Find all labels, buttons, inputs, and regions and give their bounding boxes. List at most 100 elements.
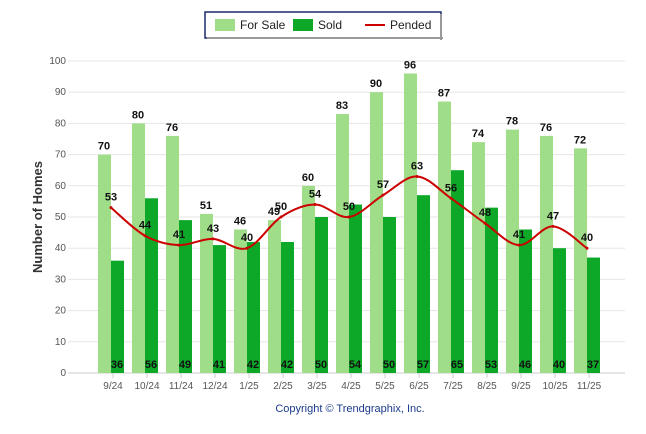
pended-point <box>313 203 317 207</box>
bar-for-sale <box>302 185 315 373</box>
sold-label: 40 <box>553 359 565 371</box>
for-sale-label: 87 <box>438 88 450 100</box>
pended-point <box>415 174 419 178</box>
bar-sold <box>179 220 192 373</box>
for-sale-label: 72 <box>574 134 586 146</box>
bar-for-sale <box>268 220 281 373</box>
bar-for-sale <box>200 213 213 373</box>
pended-label: 43 <box>207 223 219 235</box>
sold-label: 49 <box>179 359 191 371</box>
y-tick-label: 70 <box>55 150 67 161</box>
pended-point <box>551 224 555 228</box>
sold-label: 42 <box>281 359 293 371</box>
y-tick-label: 10 <box>55 337 67 348</box>
y-tick-label: 40 <box>55 243 67 254</box>
pended-label: 57 <box>377 179 389 191</box>
pended-label: 48 <box>479 207 491 219</box>
legend-swatch-icon <box>215 19 235 31</box>
bar-for-sale <box>404 73 417 373</box>
bar-sold <box>417 195 430 373</box>
pended-label: 41 <box>513 229 525 241</box>
bar-for-sale <box>234 229 247 373</box>
y-tick-label: 80 <box>55 118 67 129</box>
bar-for-sale <box>540 135 553 373</box>
for-sale-label: 83 <box>336 100 348 112</box>
sold-label: 42 <box>247 359 259 371</box>
y-axis-label: Number of Homes <box>30 161 45 273</box>
bar-sold <box>519 229 532 373</box>
y-tick-label: 20 <box>55 306 67 317</box>
y-tick-label: 100 <box>49 56 66 67</box>
pended-label: 41 <box>173 229 185 241</box>
pended-point <box>449 196 453 200</box>
legend: For Sale Sold Pended <box>204 11 443 40</box>
bar-sold <box>111 260 124 373</box>
pended-point <box>585 246 589 250</box>
bar-sold <box>485 207 498 373</box>
pended-label: 40 <box>241 232 253 244</box>
legend-item-label[interactable]: For Sale <box>240 18 286 32</box>
for-sale-label: 78 <box>506 116 518 128</box>
y-tick-label: 0 <box>60 368 66 379</box>
pended-label: 54 <box>309 189 322 201</box>
bar-for-sale <box>166 135 179 373</box>
y-tick-label: 30 <box>55 274 67 285</box>
for-sale-label: 70 <box>98 141 110 153</box>
for-sale-label: 96 <box>404 59 416 71</box>
for-sale-label: 51 <box>200 200 212 212</box>
for-sale-label: 76 <box>540 122 552 134</box>
legend-item-label[interactable]: Pended <box>390 18 431 32</box>
bar-sold <box>315 217 328 373</box>
x-tick-label: 4/25 <box>341 381 361 392</box>
x-tick-label: 7/25 <box>443 381 463 392</box>
bar-for-sale <box>98 154 111 373</box>
bar-for-sale <box>506 129 519 373</box>
bar-for-sale <box>370 92 383 373</box>
x-tick-label: 1/25 <box>239 381 259 392</box>
pended-point <box>279 215 283 219</box>
bar-sold <box>587 257 600 373</box>
sold-label: 36 <box>111 359 123 371</box>
sold-label: 46 <box>519 359 531 371</box>
x-tick-label: 10/25 <box>542 381 567 392</box>
for-sale-label: 90 <box>370 78 382 90</box>
bar-sold <box>213 245 226 373</box>
x-tick-label: 12/24 <box>202 381 227 392</box>
x-tick-label: 2/25 <box>273 381 293 392</box>
pended-label: 53 <box>105 192 117 204</box>
pended-label: 44 <box>139 220 152 232</box>
for-sale-label: 60 <box>302 172 314 184</box>
sold-label: 41 <box>213 359 225 371</box>
pended-point <box>143 234 147 238</box>
pended-label: 47 <box>547 210 559 222</box>
copyright: Copyright © Trendgraphix, Inc. <box>275 403 424 415</box>
pended-point <box>109 206 113 210</box>
bar-for-sale <box>438 101 451 373</box>
bar-sold <box>349 204 362 373</box>
bar-for-sale <box>336 114 349 373</box>
bar-sold <box>451 170 464 373</box>
legend-swatch-icon <box>293 19 313 31</box>
sold-label: 37 <box>587 359 599 371</box>
pended-point <box>517 243 521 247</box>
bar-sold <box>553 248 566 373</box>
bar-sold <box>281 241 294 373</box>
pended-label: 50 <box>275 201 287 213</box>
y-tick-label: 90 <box>55 87 67 98</box>
x-tick-label: 9/24 <box>103 381 123 392</box>
pended-label: 63 <box>411 160 423 172</box>
bar-sold <box>145 198 158 373</box>
sold-label: 50 <box>383 359 395 371</box>
pended-label: 40 <box>581 232 593 244</box>
sold-label: 50 <box>315 359 327 371</box>
x-tick-label: 11/25 <box>577 381 602 392</box>
y-tick-label: 50 <box>55 212 67 223</box>
legend-item-label[interactable]: Sold <box>318 18 342 32</box>
bar-for-sale <box>472 142 485 373</box>
pended-point <box>245 246 249 250</box>
x-tick-label: 5/25 <box>375 381 395 392</box>
pended-point <box>211 237 215 241</box>
x-tick-label: 6/25 <box>409 381 429 392</box>
